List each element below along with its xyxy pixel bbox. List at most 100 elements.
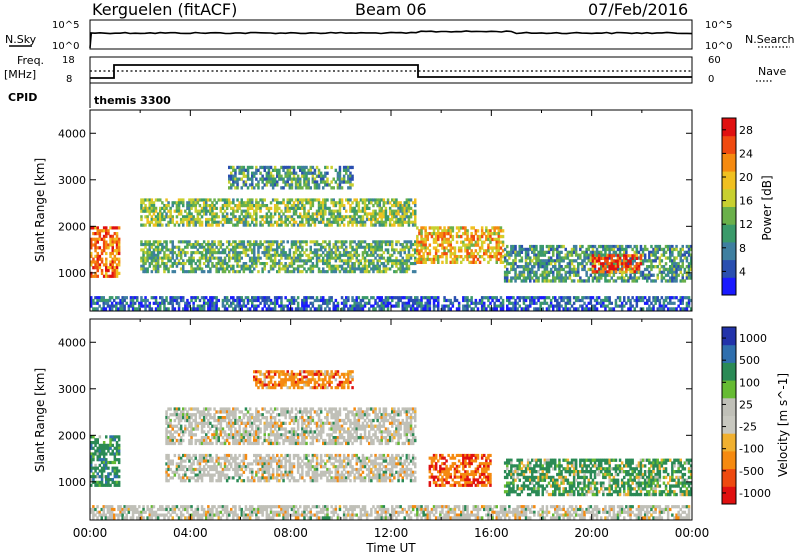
heatmap-cell	[90, 483, 93, 487]
heatmap-cell	[374, 240, 377, 244]
heatmap-cell	[280, 251, 283, 255]
heatmap-cell	[255, 223, 258, 227]
heatmap-cell	[577, 267, 580, 272]
heatmap-cell	[564, 304, 567, 308]
heatmap-cell	[240, 186, 243, 190]
heatmap-cell	[292, 259, 296, 263]
heatmap-cell	[257, 206, 260, 210]
heatmap-cell	[549, 259, 553, 263]
heatmap-cell	[330, 256, 333, 260]
heatmap-cell	[186, 204, 189, 208]
heatmap-cell	[105, 263, 108, 267]
heatmap-cell	[491, 232, 494, 236]
heatmap-cell	[182, 204, 185, 208]
heatmap-cell	[322, 206, 325, 210]
heatmap-cell	[361, 251, 365, 255]
heatmap-cell	[330, 209, 333, 213]
heatmap-cell	[332, 245, 335, 249]
heatmap-cell	[554, 265, 557, 269]
heatmap-cell	[217, 243, 220, 247]
heatmap-cell	[148, 248, 151, 252]
heatmap-cell	[152, 256, 156, 260]
heatmap-cell	[443, 226, 446, 230]
heatmap-cell	[232, 209, 235, 213]
heatmap-cell	[278, 206, 281, 210]
heatmap-cell	[357, 243, 361, 247]
heatmap-cell	[660, 247, 664, 252]
heatmap-cell	[441, 307, 444, 311]
heatmap-cell	[98, 455, 102, 459]
heatmap-cell	[673, 301, 676, 305]
heatmap-cell	[627, 254, 630, 258]
heatmap-cell	[294, 206, 298, 210]
heatmap-cell	[685, 273, 689, 277]
heatmap-cell	[368, 198, 371, 202]
heatmap-cell	[251, 183, 254, 187]
heatmap-cell	[478, 255, 482, 259]
heatmap-cell	[284, 174, 287, 178]
heatmap-cell	[658, 270, 662, 274]
heatmap-cell	[334, 245, 338, 249]
heatmap-cell	[520, 244, 524, 249]
heatmap-cell	[100, 229, 104, 233]
heatmap-cell	[449, 249, 452, 253]
heatmap-cell	[148, 212, 151, 216]
heatmap-cell	[501, 255, 505, 259]
heatmap-cell	[225, 296, 229, 300]
heatmap-cell	[457, 246, 461, 250]
heatmap-cell	[673, 267, 676, 272]
heatmap-cell	[152, 259, 156, 263]
heatmap-cell	[319, 298, 323, 303]
heatmap-cell	[334, 215, 338, 219]
heatmap-cell	[355, 267, 358, 271]
heatmap-cell	[317, 212, 321, 216]
heatmap-cell	[156, 223, 160, 227]
heatmap-cell	[495, 240, 498, 244]
heatmap-cell	[437, 249, 440, 253]
heatmap-cell	[146, 209, 149, 213]
heatmap-cell	[217, 240, 220, 244]
heatmap-cell	[470, 255, 473, 259]
heatmap-cell	[631, 304, 634, 308]
heatmap-cell	[113, 475, 117, 479]
heatmap-cell	[589, 259, 593, 263]
heatmap-cell	[209, 270, 212, 274]
heatmap-cell	[577, 279, 580, 283]
heatmap-cell	[673, 259, 676, 263]
heatmap-cell	[363, 251, 367, 255]
heatmap-cell	[115, 435, 119, 439]
heatmap-cell	[552, 279, 555, 283]
heatmap-cell	[397, 262, 400, 266]
heatmap-cell	[192, 204, 195, 208]
heatmap-cell	[564, 256, 567, 260]
heatmap-cell	[307, 201, 310, 205]
heatmap-cell	[426, 234, 429, 239]
heatmap-cell	[111, 237, 114, 241]
freq-tick-top: 18	[62, 55, 75, 66]
heatmap-cell	[457, 304, 461, 308]
heatmap-cell	[608, 254, 611, 258]
heatmap-cell	[148, 262, 151, 266]
heatmap-cell	[363, 240, 367, 244]
heatmap-cell	[96, 452, 99, 456]
heatmap-cell	[491, 226, 494, 230]
heatmap-cell	[681, 298, 684, 303]
heatmap-cell	[393, 248, 396, 252]
heatmap-cell	[192, 243, 195, 247]
heatmap-cell	[301, 165, 304, 170]
heatmap-cell	[411, 209, 415, 213]
heatmap-cell	[378, 298, 381, 303]
heatmap-cell	[558, 250, 561, 254]
heatmap-cell	[332, 215, 335, 219]
heatmap-cell	[100, 249, 104, 253]
heatmap-cell	[558, 256, 561, 260]
heatmap-cell	[414, 259, 417, 263]
heatmap-cell	[246, 198, 250, 202]
heatmap-cell	[202, 304, 206, 308]
heatmap-cell	[554, 279, 557, 283]
heatmap-cell	[380, 206, 383, 210]
heatmap-cell	[163, 215, 166, 219]
heatmap-cell	[480, 234, 484, 239]
heatmap-cell	[637, 296, 641, 300]
